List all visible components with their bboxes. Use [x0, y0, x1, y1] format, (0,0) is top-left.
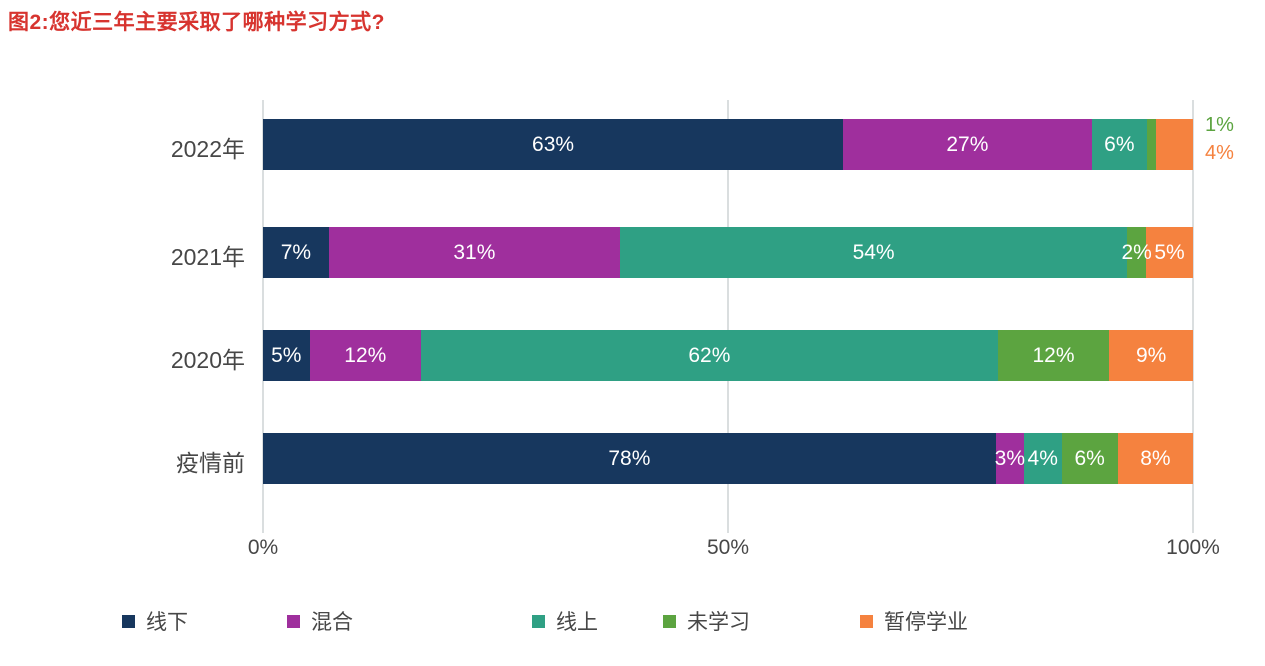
- bar-row: 63% 27% 6%: [263, 119, 1193, 170]
- chart-title: 图2:您近三年主要采取了哪种学习方式?: [8, 11, 385, 34]
- legend-item: 未学习: [663, 606, 750, 636]
- legend-item: 混合: [287, 606, 353, 636]
- x-tick-label: 0%: [247, 536, 279, 559]
- bar-segment-label: 5%: [1154, 240, 1185, 264]
- category-label: 疫情前: [176, 450, 245, 476]
- bar-segment-label: 5%: [271, 343, 302, 367]
- bar-segment: 5%: [1146, 227, 1193, 278]
- legend-label: 未学习: [687, 611, 750, 634]
- bar-segment: 2%: [1121, 227, 1152, 278]
- bar-segment-label: 6%: [1074, 446, 1105, 470]
- bar-segment: 27%: [843, 119, 1092, 170]
- category-label: 2020年: [170, 347, 245, 373]
- gridline: [1192, 100, 1194, 533]
- bar-segment: [1156, 119, 1193, 170]
- legend-swatch: [663, 614, 676, 628]
- legend-swatch: [860, 614, 873, 628]
- x-tick-label: 100%: [1166, 536, 1220, 559]
- legend-label: 线上: [556, 611, 598, 634]
- bar-segment: 78%: [263, 433, 996, 484]
- outside-value-label: 4%: [1205, 142, 1234, 164]
- category-label: 2021年: [170, 244, 245, 270]
- outside-value-label: 1%: [1205, 114, 1234, 136]
- bar-segment-label: 3%: [994, 446, 1026, 470]
- bar-segment-label: 27%: [946, 132, 989, 156]
- bar-segment: 6%: [1091, 119, 1147, 170]
- bar-row: 78% 3% 4% 6% 8%: [263, 433, 1194, 484]
- legend-item: 暂停学业: [860, 606, 968, 636]
- bar-segment: 4%: [1023, 433, 1062, 484]
- bar-segment-label: 7%: [280, 240, 312, 264]
- x-tick-label: 50%: [706, 536, 750, 559]
- legend-swatch: [287, 614, 300, 628]
- bar-segment: 7%: [263, 227, 329, 278]
- legend-item: 线上: [532, 606, 598, 636]
- bar-segment-label: 12%: [1032, 343, 1075, 367]
- bar-segment-label: 12%: [344, 343, 387, 367]
- bar-segment: 8%: [1117, 433, 1194, 484]
- bar-segment-label: 62%: [688, 343, 731, 367]
- legend-swatch: [122, 614, 135, 628]
- legend-label: 线下: [146, 611, 188, 634]
- legend-item: 线下: [122, 606, 188, 636]
- bar-segment: 12%: [997, 330, 1110, 381]
- bar-segment: 54%: [619, 227, 1128, 278]
- bar-row: 5% 12% 62% 12% 9%: [263, 330, 1193, 381]
- bar-segment: 9%: [1109, 330, 1193, 381]
- bar-segment-label: 63%: [532, 132, 575, 156]
- outside-labels: 1% 4%: [1205, 113, 1234, 165]
- bar-segment: 31%: [328, 227, 620, 278]
- bar-segment: 62%: [421, 330, 998, 381]
- legend-label: 暂停学业: [884, 611, 968, 634]
- bar-segment: 63%: [263, 119, 844, 170]
- gridline: [727, 100, 729, 533]
- bar-segment: 5%: [263, 330, 310, 381]
- bar-segment-label: 4%: [1027, 446, 1058, 470]
- bar-row: 7% 31% 54% 2% 5%: [263, 227, 1193, 278]
- bar-segment-label: 78%: [608, 446, 651, 470]
- legend-label: 混合: [311, 611, 353, 634]
- bar-segment: 6%: [1061, 433, 1118, 484]
- category-label: 2022年: [170, 136, 245, 162]
- bar-segment: [1146, 119, 1157, 170]
- gridline: [262, 100, 264, 533]
- bar-segment-label: 6%: [1104, 132, 1135, 156]
- bar-segment: 12%: [309, 330, 422, 381]
- bar-segment-label: 31%: [453, 240, 496, 264]
- legend-swatch: [532, 614, 545, 628]
- bar-segment-label: 8%: [1140, 446, 1171, 470]
- bar-segment: 3%: [994, 433, 1026, 484]
- bar-segment-label: 9%: [1135, 343, 1167, 367]
- bar-segment-label: 54%: [852, 240, 895, 264]
- bar-segment-label: 2%: [1121, 240, 1152, 264]
